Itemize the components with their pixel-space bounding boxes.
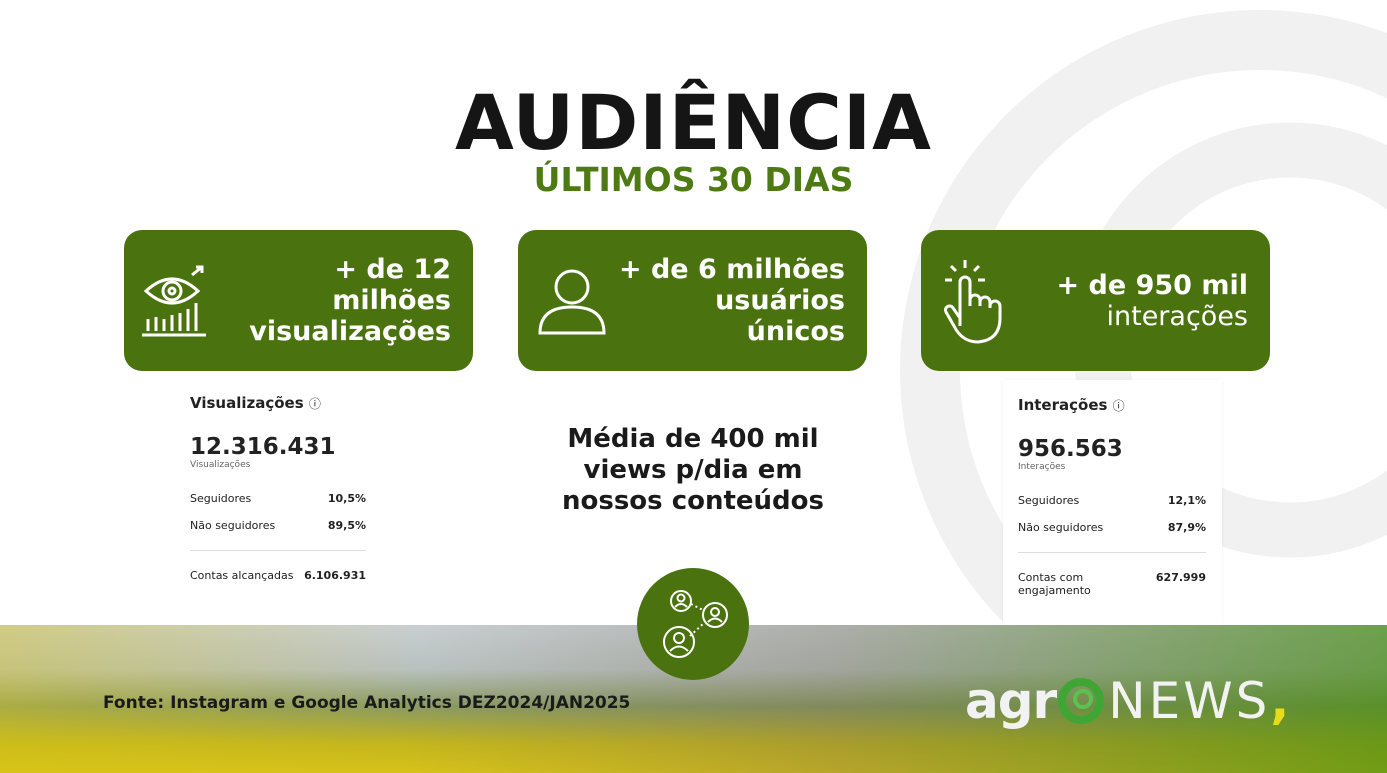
- agronews-logo: agr NEWS ,: [965, 672, 1289, 730]
- stat-label: Seguidores: [190, 492, 252, 505]
- daily-average-line2: views p/dia em: [583, 455, 803, 485]
- divider: [190, 550, 366, 551]
- daily-average-text: Média de 400 mil views p/dia em nossos c…: [540, 424, 846, 517]
- stat-label: Contas com engajamento: [1018, 571, 1091, 597]
- stat-label: Contas alcançadas: [190, 569, 294, 582]
- info-icon[interactable]: ⓘ: [1112, 399, 1125, 413]
- user-icon: [538, 269, 606, 334]
- info-icon[interactable]: ⓘ: [308, 397, 321, 411]
- interactions-card: + de 950 mil interações: [921, 230, 1270, 371]
- stat-value: 87,9%: [1167, 521, 1206, 534]
- page-subtitle: ÚLTIMOS 30 DIAS: [533, 160, 854, 199]
- source-note: Fonte: Instagram e Google Analytics DEZ2…: [103, 693, 631, 713]
- tap-hand-icon: [944, 259, 1002, 344]
- users-card: + de 6 milhões usuários únicos: [518, 230, 867, 371]
- divider: [1018, 552, 1206, 553]
- stat-label: Seguidores: [1018, 494, 1080, 507]
- stat-label: Não seguidores: [190, 519, 276, 532]
- interactions-value-label: Interações: [1018, 462, 1066, 472]
- daily-average-line1: Média de 400 mil: [567, 424, 819, 454]
- logo-accent-mark: ,: [1270, 672, 1290, 730]
- views-card-line2: visualizações: [249, 316, 451, 347]
- views-card: + de 12 milhões visualizações: [124, 230, 473, 371]
- page-title: AUDIÊNCIA: [455, 78, 932, 167]
- views-panel-heading: Visualizações: [190, 394, 304, 412]
- network-badge: [637, 568, 749, 680]
- interactions-panel: Interações ⓘ 956.563 Interações Seguidor…: [1003, 380, 1222, 625]
- interactions-value: 956.563: [1018, 436, 1123, 462]
- stat-value: 12,1%: [1167, 494, 1206, 507]
- stat-value: 89,5%: [327, 519, 366, 532]
- people-network-icon: [663, 590, 728, 658]
- users-card-line2: usuários únicos: [715, 285, 845, 347]
- stat-value: 6.106.931: [304, 569, 366, 582]
- stat-value: 10,5%: [327, 492, 366, 505]
- stat-row: Contas alcançadas 6.106.931: [190, 569, 366, 582]
- views-value-label: Visualizações: [190, 460, 251, 470]
- users-card-line1: + de 6 milhões: [618, 254, 845, 285]
- stat-row: Não seguidores 89,5%: [190, 519, 366, 532]
- daily-average-line3: nossos conteúdos: [561, 486, 825, 516]
- stat-row: Seguidores 12,1%: [1018, 494, 1206, 507]
- logo-agr: agr: [965, 672, 1057, 730]
- views-value: 12.316.431: [190, 434, 336, 460]
- swirl-o-icon: [1058, 678, 1105, 724]
- stat-label: Não seguidores: [1018, 521, 1104, 534]
- interactions-card-line1: + de 950 mil: [1056, 269, 1248, 301]
- stat-row: Contas com engajamento 627.999: [1018, 571, 1206, 597]
- logo-news: NEWS: [1108, 672, 1271, 730]
- interactions-panel-heading: Interações: [1018, 396, 1108, 414]
- stat-row: Não seguidores 87,9%: [1018, 521, 1206, 534]
- interactions-card-line2: interações: [1106, 300, 1249, 332]
- eye-chart-icon: [142, 265, 206, 336]
- stat-row: Seguidores 10,5%: [190, 492, 366, 505]
- views-panel: Visualizações ⓘ 12.316.431 Visualizações…: [190, 394, 366, 582]
- stat-value: 627.999: [1155, 571, 1206, 584]
- views-card-line1: + de 12 milhões: [332, 254, 451, 316]
